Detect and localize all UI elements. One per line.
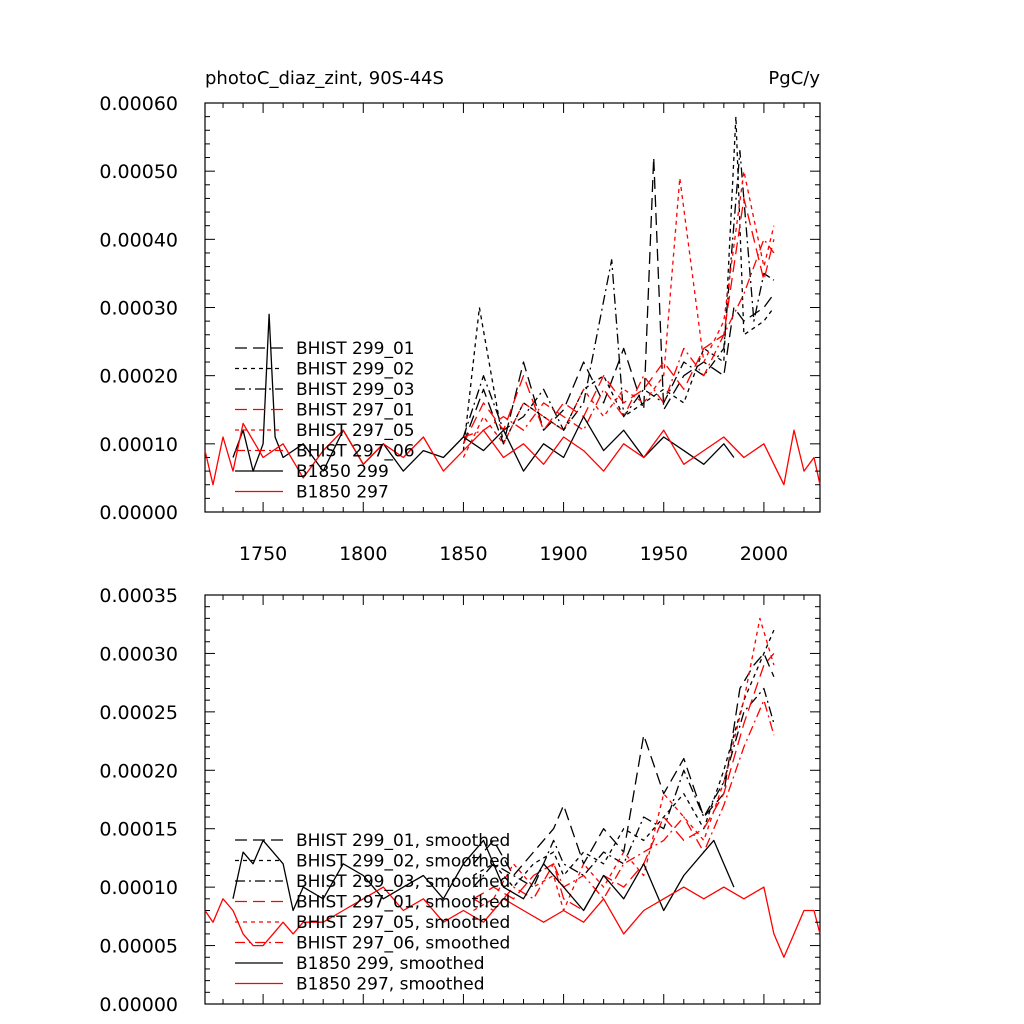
series-line: [473, 652, 775, 912]
y-tick-label: 0.00035: [99, 585, 178, 607]
y-tick-label: 0.00030: [99, 643, 178, 665]
bottom-plot-frame: [204, 594, 821, 1005]
x-tick-label: 1850: [439, 543, 487, 565]
legend-label: BHIST 297_06: [296, 442, 415, 462]
legend-label: B1850 297, smoothed: [296, 975, 485, 995]
legend-label: B1850 299, smoothed: [296, 954, 485, 974]
y-tick-label: 0.00020: [99, 760, 178, 782]
legend-label: BHIST 297_05: [296, 421, 415, 441]
series-line: [462, 156, 775, 445]
y-tick-label: 0.00060: [99, 93, 178, 115]
series-line: [472, 652, 775, 877]
y-tick-label: 0.00005: [99, 936, 178, 958]
legend-label: BHIST 297_01: [296, 401, 415, 421]
legend-label: BHIST 299_01, smoothed: [296, 831, 510, 851]
legend-label: BHIST 299_02, smoothed: [296, 852, 510, 872]
y-tick-label: 0.00030: [99, 298, 178, 320]
series-line: [462, 197, 775, 445]
y-tick-label: 0.00000: [99, 502, 178, 524]
y-tick-label: 0.00000: [99, 994, 178, 1016]
y-tick-label: 0.00010: [99, 434, 178, 456]
y-tick-label: 0.00015: [99, 819, 178, 841]
x-tick-label: 1950: [640, 543, 688, 565]
y-tick-label: 0.00050: [99, 161, 178, 183]
top-panel-units: PgC/y: [768, 68, 820, 89]
legend-label: BHIST 299_03, smoothed: [296, 872, 510, 892]
legend-label: BHIST 297_05, smoothed: [296, 913, 510, 933]
legend-label: B1850 297: [296, 483, 389, 503]
x-tick-label: 1750: [239, 543, 287, 565]
x-tick-label: 2000: [740, 543, 788, 565]
legend-label: BHIST 299_02: [296, 360, 415, 380]
series-line: [462, 170, 775, 458]
x-tick-label: 1900: [539, 543, 587, 565]
y-tick-label: 0.00025: [99, 702, 178, 724]
series-line: [204, 886, 821, 958]
x-tick-label: 1800: [339, 543, 387, 565]
y-tick-label: 0.00020: [99, 366, 178, 388]
series-line: [473, 699, 775, 912]
legend-label: BHIST 297_01, smoothed: [296, 893, 510, 913]
series-line: [232, 313, 735, 472]
y-tick-label: 0.00040: [99, 229, 178, 251]
top-axes-layer: 1750 1800 1850 1900 1950 2000 0.00000 0.00010 0.…: [99, 93, 820, 565]
top-series-layer: [204, 115, 821, 486]
legend-label: BHIST 299_01: [296, 339, 415, 359]
bottom-axes-layer: 0.00000 0.00005 0.00010 0.00015 0.00020 0.000…: [99, 585, 820, 1016]
series-line: [232, 839, 735, 912]
top-panel: photoC_diaz_zint, 90S-44S PgC/y 1750 1800…: [99, 68, 821, 565]
series-line: [462, 150, 775, 438]
bottom-panel: 0.00000 0.00005 0.00010 0.00015 0.00020 0.000…: [99, 585, 821, 1016]
bottom-series-layer: [204, 617, 821, 958]
series-line: [473, 629, 775, 888]
series-line: [472, 687, 775, 888]
legend-label: BHIST 297_06, smoothed: [296, 934, 510, 954]
series-line: [204, 422, 821, 486]
series-line: [462, 115, 775, 451]
y-tick-label: 0.00010: [99, 877, 178, 899]
series-line: [463, 238, 775, 438]
legend-label: BHIST 299_03: [296, 380, 415, 400]
legend-label: B1850 299: [296, 462, 389, 482]
top-panel-title: photoC_diaz_zint, 90S-44S: [205, 68, 444, 89]
series-line: [473, 617, 775, 912]
